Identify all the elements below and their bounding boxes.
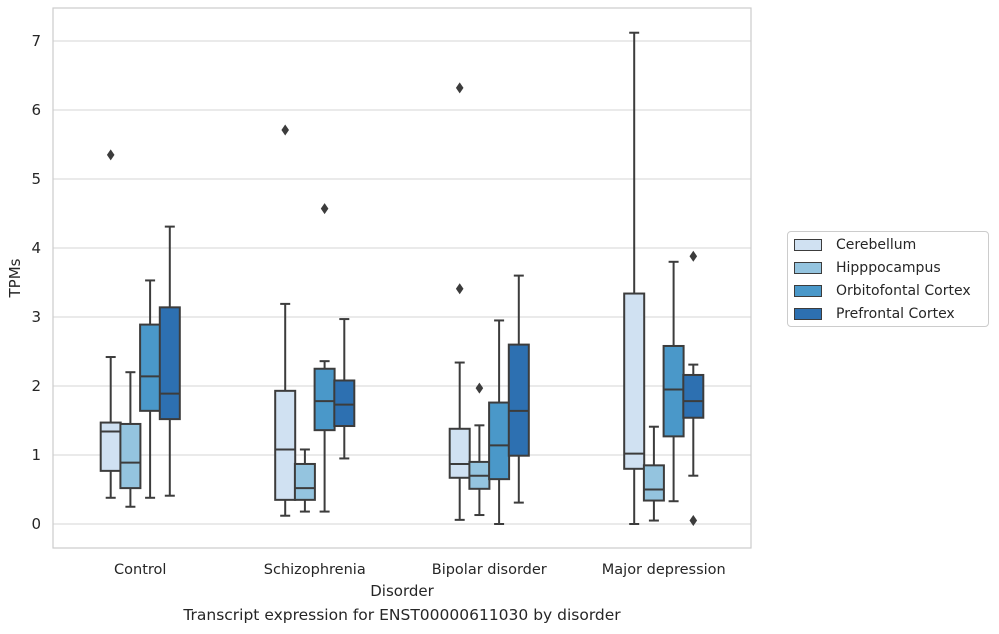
y-tick-label: 1 bbox=[31, 446, 41, 464]
figure-caption: Transcript expression for ENST0000061103… bbox=[183, 606, 621, 624]
legend-item-cerebellum: Cerebellum bbox=[794, 236, 916, 254]
box-1-2 bbox=[468, 382, 491, 517]
y-tick-label: 7 bbox=[31, 32, 41, 50]
box-iqr bbox=[139, 323, 162, 412]
box-2-0 bbox=[139, 279, 162, 499]
box-iqr bbox=[274, 389, 297, 501]
box-1-3 bbox=[642, 425, 665, 522]
y-tick-label: 5 bbox=[31, 170, 41, 188]
box-0-2 bbox=[448, 82, 471, 521]
x-tick-label: Major depression bbox=[602, 562, 726, 578]
outlier-point bbox=[689, 250, 698, 262]
y-tick-label: 2 bbox=[31, 377, 41, 395]
outlier-point bbox=[320, 203, 329, 215]
box-iqr bbox=[488, 401, 511, 481]
outlier-point bbox=[689, 515, 698, 527]
outlier-point bbox=[281, 124, 289, 136]
box-iqr bbox=[293, 462, 316, 501]
box-iqr bbox=[158, 306, 181, 421]
box-2-3 bbox=[662, 260, 685, 503]
box-3-3 bbox=[682, 250, 705, 527]
box-iqr bbox=[623, 292, 646, 470]
outlier-point bbox=[106, 149, 115, 161]
legend-swatch-orbitofrontal bbox=[794, 285, 822, 297]
box-2-1 bbox=[313, 203, 336, 513]
x-tick-label: Schizophrenia bbox=[264, 562, 366, 578]
grid-lines bbox=[53, 40, 751, 525]
y-tick-label: 3 bbox=[31, 308, 41, 326]
box-0-3 bbox=[623, 31, 646, 525]
box-3-1 bbox=[333, 318, 356, 460]
outlier-point bbox=[455, 82, 464, 94]
box-iqr bbox=[119, 422, 142, 490]
outlier-point bbox=[455, 283, 464, 295]
box-0-0 bbox=[99, 149, 122, 499]
x-axis-ticks: Control Schizophrenia Bipolar disorder Majo… bbox=[114, 562, 726, 578]
legend-swatch-hippocampus bbox=[794, 262, 822, 274]
box-iqr bbox=[507, 343, 530, 457]
box-1-0 bbox=[119, 371, 142, 508]
y-tick-label: 6 bbox=[31, 101, 41, 119]
x-axis-label: Disorder bbox=[370, 582, 434, 600]
box-iqr bbox=[682, 373, 705, 419]
box-0-1 bbox=[274, 124, 297, 517]
legend-label: Hipppocampus bbox=[836, 260, 941, 276]
box-iqr bbox=[99, 421, 122, 472]
box-iqr bbox=[662, 344, 685, 438]
x-tick-label: Control bbox=[114, 562, 166, 578]
legend-label: Cerebellum bbox=[836, 237, 917, 253]
legend-label: Prefrontal Cortex bbox=[836, 306, 955, 322]
legend-label: Orbitofontal Cortex bbox=[836, 283, 971, 299]
box-3-2 bbox=[507, 274, 530, 504]
box-plot-groups bbox=[99, 31, 705, 527]
x-tick-label: Bipolar disorder bbox=[432, 562, 547, 578]
legend-item-prefrontal: Prefrontal Cortex bbox=[794, 305, 955, 323]
y-tick-label: 4 bbox=[31, 239, 41, 257]
box-2-2 bbox=[488, 319, 511, 525]
plot-frame bbox=[52, 7, 752, 549]
outlier-point bbox=[475, 382, 484, 394]
box-iqr bbox=[313, 367, 336, 432]
legend-item-orbitofrontal: Orbitofontal Cortex bbox=[794, 282, 971, 300]
legend: Cerebellum Hipppocampus Orbitofontal Cor… bbox=[787, 231, 989, 327]
box-iqr bbox=[333, 379, 356, 428]
box-3-0 bbox=[158, 225, 181, 497]
box-1-1 bbox=[293, 448, 316, 513]
y-axis-ticks: 0 1 2 3 4 5 6 7 bbox=[31, 32, 41, 533]
y-axis-label: TPMs bbox=[6, 258, 24, 298]
box-iqr bbox=[642, 464, 665, 502]
y-tick-label: 0 bbox=[31, 515, 41, 533]
legend-swatch-cerebellum bbox=[794, 239, 822, 251]
box-iqr bbox=[448, 427, 471, 479]
legend-swatch-prefrontal bbox=[794, 308, 822, 320]
legend-item-hippocampus: Hipppocampus bbox=[794, 259, 941, 277]
